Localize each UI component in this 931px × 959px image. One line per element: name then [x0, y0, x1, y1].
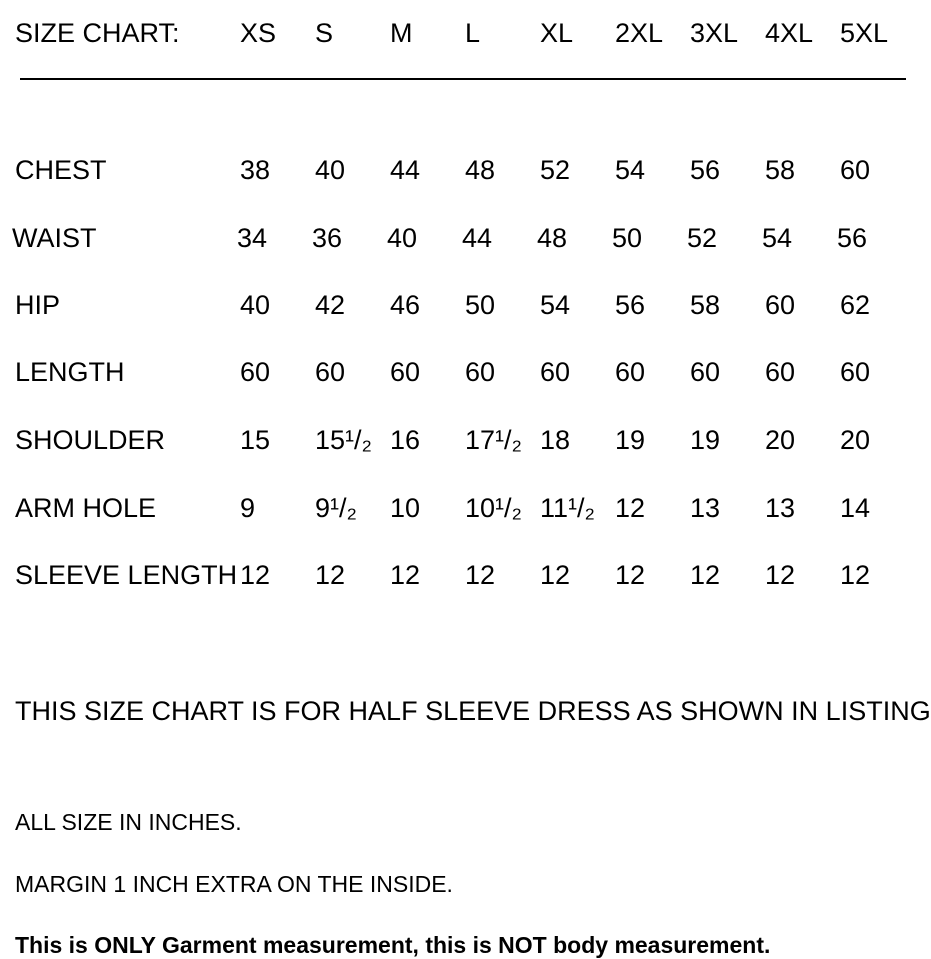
- table-cell: 19: [690, 425, 721, 455]
- table-cell: 52: [687, 223, 718, 253]
- size-header-cell: L: [465, 18, 481, 48]
- size-header-cell: M: [390, 18, 413, 48]
- row-label: CHEST: [15, 155, 107, 185]
- table-cell: 15: [240, 425, 271, 455]
- size-header-cell: XL: [540, 18, 574, 48]
- table-cell: 46: [390, 290, 421, 320]
- table-cell: 19: [615, 425, 646, 455]
- size-header-cell: XS: [240, 18, 277, 48]
- table-cell: 60: [690, 357, 721, 387]
- table-cell: 12: [465, 560, 496, 590]
- table-cell: 20: [765, 425, 796, 455]
- table-cell: 9: [240, 493, 256, 523]
- table-cell: 48: [465, 155, 496, 185]
- disclaimer-note: This is ONLY Garment measurement, this i…: [15, 932, 771, 958]
- table-cell: 56: [690, 155, 721, 185]
- table-cell: 54: [615, 155, 646, 185]
- table-cell: 38: [240, 155, 271, 185]
- table-cell: 14: [840, 493, 871, 523]
- table-cell: 56: [837, 223, 868, 253]
- table-cell: 40: [240, 290, 271, 320]
- table-cell: 62: [840, 290, 871, 320]
- table-cell: 44: [390, 155, 421, 185]
- table-cell: 60: [465, 357, 496, 387]
- table-cell: 12: [390, 560, 421, 590]
- table-cell: 18: [540, 425, 571, 455]
- table-cell: 56: [615, 290, 646, 320]
- size-header-cell: 3XL: [690, 18, 739, 48]
- size-header-cell: 2XL: [615, 18, 664, 48]
- table-cell: 12: [765, 560, 796, 590]
- size-chart-title: SIZE CHART:: [15, 18, 180, 48]
- table-cell: 13: [690, 493, 721, 523]
- table-cell: 60: [390, 357, 421, 387]
- table-cell: 60: [840, 155, 871, 185]
- table-cell: 52: [540, 155, 571, 185]
- table-cell: 60: [315, 357, 346, 387]
- table-cell: 58: [765, 155, 796, 185]
- table-cell: 40: [315, 155, 346, 185]
- table-cell: 60: [765, 290, 796, 320]
- table-cell: 10: [390, 493, 421, 523]
- table-cell: 40: [387, 223, 418, 253]
- row-label: HIP: [15, 290, 61, 320]
- table-cell: 50: [465, 290, 496, 320]
- table-cell: 9¹/₂: [315, 493, 357, 523]
- applies-to-note: THIS SIZE CHART IS FOR HALF SLEEVE DRESS…: [15, 696, 931, 726]
- table-cell: 10¹/₂: [465, 493, 523, 523]
- table-cell: 50: [612, 223, 643, 253]
- header-divider: [20, 78, 906, 80]
- row-label: SHOULDER: [15, 425, 166, 455]
- units-note: ALL SIZE IN INCHES.: [15, 809, 242, 835]
- table-cell: 12: [315, 560, 346, 590]
- table-cell: 16: [390, 425, 421, 455]
- table-cell: 20: [840, 425, 871, 455]
- row-label: WAIST: [12, 223, 97, 253]
- table-cell: 58: [690, 290, 721, 320]
- table-cell: 60: [840, 357, 871, 387]
- table-cell: 60: [615, 357, 646, 387]
- table-cell: 54: [762, 223, 793, 253]
- row-label: ARM HOLE: [15, 493, 157, 523]
- table-cell: 13: [765, 493, 796, 523]
- table-cell: 12: [840, 560, 871, 590]
- size-header-cell: S: [315, 18, 334, 48]
- size-header-cell: 4XL: [765, 18, 814, 48]
- table-cell: 48: [537, 223, 568, 253]
- table-cell: 12: [615, 493, 646, 523]
- table-cell: 34: [237, 223, 268, 253]
- table-cell: 60: [765, 357, 796, 387]
- row-label: LENGTH: [15, 357, 125, 387]
- table-cell: 11¹/₂: [540, 493, 596, 523]
- size-header-cell: 5XL: [840, 18, 889, 48]
- table-cell: 12: [240, 560, 271, 590]
- margin-note: MARGIN 1 INCH EXTRA ON THE INSIDE.: [15, 871, 453, 897]
- table-cell: 17¹/₂: [465, 425, 523, 455]
- table-cell: 12: [690, 560, 721, 590]
- table-cell: 36: [312, 223, 343, 253]
- table-cell: 42: [315, 290, 346, 320]
- table-cell: 15¹/₂: [315, 425, 373, 455]
- table-cell: 54: [540, 290, 571, 320]
- table-cell: 60: [540, 357, 571, 387]
- table-cell: 12: [615, 560, 646, 590]
- table-cell: 12: [540, 560, 571, 590]
- row-label: SLEEVE LENGTH: [15, 560, 238, 590]
- table-cell: 60: [240, 357, 271, 387]
- table-cell: 44: [462, 223, 493, 253]
